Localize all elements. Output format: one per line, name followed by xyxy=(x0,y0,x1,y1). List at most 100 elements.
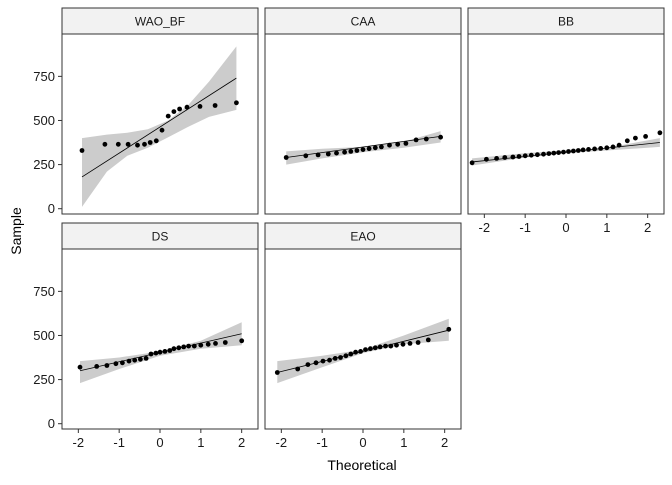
reference-line-wao-bf xyxy=(81,77,237,178)
data-point-bb-26 xyxy=(633,135,638,141)
panel-border-wao-bf xyxy=(61,33,259,215)
data-point-eao-20 xyxy=(400,341,406,347)
data-point-ds-1 xyxy=(77,364,83,370)
panel-border-caa xyxy=(264,33,462,215)
data-point-caa-4 xyxy=(325,151,331,157)
data-point-ds-9 xyxy=(143,356,149,361)
data-point-ds-10 xyxy=(148,351,154,357)
data-point-eao-6 xyxy=(327,357,332,363)
x-tick-label: 1 xyxy=(400,435,407,450)
data-point-ds-13 xyxy=(162,349,168,354)
data-point-bb-23 xyxy=(610,144,616,150)
x-tick-label: 1 xyxy=(603,220,610,235)
data-point-caa-18 xyxy=(438,134,443,140)
facet-label-caa: CAA xyxy=(351,15,376,29)
data-point-bb-9 xyxy=(535,152,540,158)
data-point-ds-16 xyxy=(176,345,182,351)
y-tick-label: 750 xyxy=(33,69,55,84)
y-tick-label: 250 xyxy=(33,372,55,387)
facet-label-bb: BB xyxy=(558,15,574,29)
panel-bg-bb xyxy=(468,34,664,214)
data-point-caa-12 xyxy=(379,144,384,150)
x-tick-label: 1 xyxy=(197,435,204,450)
data-point-wao-bf-6 xyxy=(142,141,147,147)
data-point-bb-18 xyxy=(580,147,586,153)
x-tick-label: -2 xyxy=(73,435,85,450)
data-point-eao-18 xyxy=(388,343,394,349)
data-point-ds-14 xyxy=(167,348,173,353)
data-point-wao-bf-15 xyxy=(212,103,218,108)
data-point-eao-13 xyxy=(363,347,368,352)
data-point-eao-16 xyxy=(377,344,383,350)
data-point-ds-4 xyxy=(113,361,119,367)
facet-label-wao-bf: WAO_BF xyxy=(135,15,185,29)
data-point-caa-5 xyxy=(334,150,339,156)
data-point-wao-bf-14 xyxy=(197,104,203,109)
data-point-eao-10 xyxy=(348,351,354,357)
facet-strip-eao xyxy=(264,222,462,250)
confidence-band-bb xyxy=(472,138,660,166)
x-tick-label: -1 xyxy=(113,435,125,450)
data-point-eao-17 xyxy=(383,343,388,349)
data-point-bb-7 xyxy=(522,153,528,159)
y-tick-label: 250 xyxy=(33,157,55,172)
data-point-bb-17 xyxy=(575,148,581,153)
facet-strip-caa xyxy=(264,7,462,35)
confidence-band-eao xyxy=(277,318,449,384)
data-point-eao-22 xyxy=(415,340,421,345)
facet-strip-ds xyxy=(61,222,259,250)
y-tick-label: 750 xyxy=(33,284,55,299)
data-point-bb-6 xyxy=(516,154,522,159)
data-point-ds-24 xyxy=(239,338,245,344)
data-point-wao-bf-16 xyxy=(234,100,239,106)
data-point-bb-19 xyxy=(586,147,591,152)
data-point-eao-1 xyxy=(274,370,280,375)
data-point-ds-11 xyxy=(153,350,159,356)
confidence-band-wao-bf xyxy=(82,46,237,207)
data-point-bb-3 xyxy=(494,156,499,161)
data-point-ds-20 xyxy=(198,342,204,348)
data-point-bb-4 xyxy=(502,155,508,160)
x-tick-label: -1 xyxy=(316,435,328,450)
data-point-eao-23 xyxy=(425,337,431,343)
data-point-bb-21 xyxy=(598,146,604,151)
data-point-caa-7 xyxy=(348,149,354,154)
data-point-caa-11 xyxy=(372,145,378,151)
facet-strip-bb xyxy=(467,7,665,35)
data-point-wao-bf-13 xyxy=(184,104,190,110)
data-point-bb-22 xyxy=(604,145,610,151)
facet-strip-wao-bf xyxy=(61,7,259,35)
x-tick-label: 0 xyxy=(562,220,569,235)
data-point-eao-19 xyxy=(394,342,399,348)
data-point-bb-14 xyxy=(561,149,566,155)
data-point-bb-11 xyxy=(546,151,552,157)
data-point-ds-12 xyxy=(157,349,163,355)
data-point-ds-8 xyxy=(138,356,143,362)
y-axis-title: Sample xyxy=(8,207,24,255)
data-point-caa-16 xyxy=(413,137,419,143)
data-point-eao-14 xyxy=(368,346,373,352)
data-point-bb-15 xyxy=(566,149,571,154)
data-point-bb-2 xyxy=(484,156,489,162)
facet-label-ds: DS xyxy=(152,230,169,244)
data-point-bb-8 xyxy=(528,152,534,158)
data-point-ds-15 xyxy=(171,346,177,352)
data-point-bb-1 xyxy=(469,160,475,166)
data-point-wao-bf-11 xyxy=(171,109,177,114)
y-tick-label: 500 xyxy=(33,328,55,343)
x-tick-label: 2 xyxy=(441,435,448,450)
y-tick-label: 500 xyxy=(33,113,55,128)
data-point-wao-bf-3 xyxy=(115,141,121,147)
x-axis-title: Theoretical xyxy=(327,457,396,473)
data-point-ds-22 xyxy=(213,341,218,346)
data-point-ds-17 xyxy=(181,344,187,350)
data-point-caa-14 xyxy=(395,141,401,147)
data-point-bb-20 xyxy=(592,146,597,152)
data-point-wao-bf-7 xyxy=(147,140,153,145)
x-tick-label: 2 xyxy=(644,220,651,235)
data-point-eao-24 xyxy=(446,326,452,332)
data-point-caa-9 xyxy=(360,147,366,153)
data-point-ds-3 xyxy=(104,363,110,368)
data-point-caa-17 xyxy=(423,136,429,142)
